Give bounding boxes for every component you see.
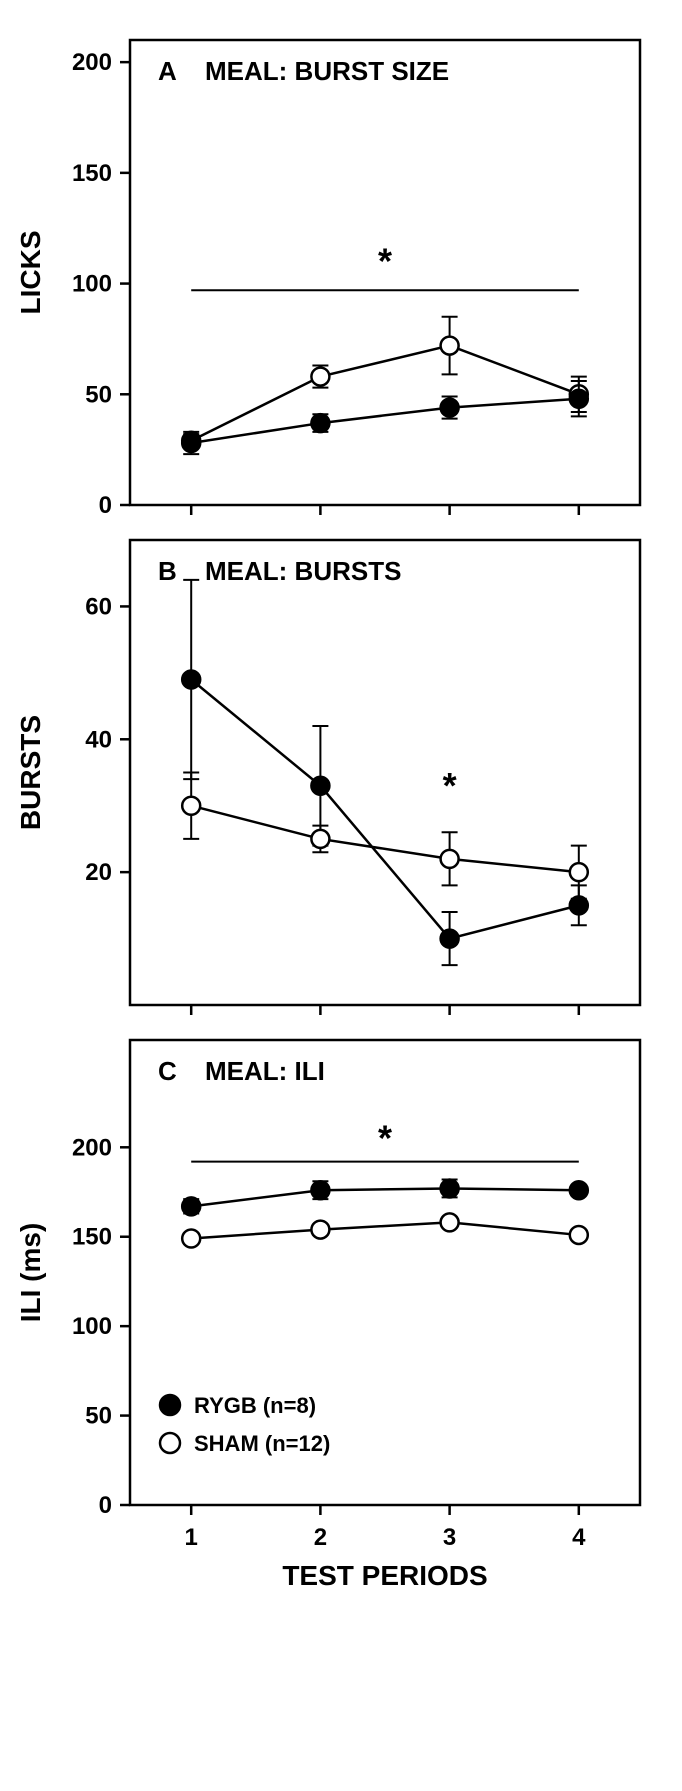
ytick-label: 0 xyxy=(99,492,112,519)
marker-RYGB xyxy=(570,390,588,408)
marker-RYGB xyxy=(441,1179,459,1197)
sig-star: * xyxy=(378,1117,392,1158)
ytick-label: 150 xyxy=(72,1224,112,1251)
ylabel: ILI (ms) xyxy=(15,1223,46,1323)
marker-SHAM xyxy=(182,797,200,815)
marker-SHAM xyxy=(441,850,459,868)
ytick-label: 20 xyxy=(85,859,112,886)
panel-letter: A xyxy=(158,56,177,86)
ytick-label: 50 xyxy=(85,1403,112,1430)
ylabel: LICKS xyxy=(15,231,46,315)
legend-label: SHAM (n=12) xyxy=(194,1431,330,1456)
xtick-label: 4 xyxy=(572,1524,586,1551)
series-line-SHAM xyxy=(191,346,579,441)
ytick-label: 100 xyxy=(72,1313,112,1340)
panel-title-text: MEAL: ILI xyxy=(205,1056,325,1086)
panel-letter: B xyxy=(158,556,177,586)
marker-RYGB xyxy=(441,399,459,417)
marker-RYGB xyxy=(441,930,459,948)
marker-SHAM xyxy=(182,1230,200,1248)
legend-marker xyxy=(160,1395,180,1415)
marker-SHAM xyxy=(311,368,329,386)
ytick-label: 0 xyxy=(99,1492,112,1519)
sig-star: * xyxy=(443,765,457,806)
marker-RYGB xyxy=(311,1181,329,1199)
ytick-label: 50 xyxy=(85,381,112,408)
xtick-label: 3 xyxy=(443,1524,456,1551)
marker-RYGB xyxy=(182,671,200,689)
marker-SHAM xyxy=(570,863,588,881)
figure-container: 050100150200AMEAL: BURST SIZE*LICKS20406… xyxy=(0,0,682,1791)
ytick-label: 60 xyxy=(85,593,112,620)
series-line-RYGB xyxy=(191,399,579,443)
marker-SHAM xyxy=(570,1226,588,1244)
panel-letter: C xyxy=(158,1056,177,1086)
ytick-label: 100 xyxy=(72,271,112,298)
legend-label: RYGB (n=8) xyxy=(194,1393,316,1418)
xtick-label: 2 xyxy=(314,1524,327,1551)
panel-C: 0 50 100 150 200 1 2 3 4 C MEAL: ILI * ILI (ms) xyxy=(15,1040,640,1551)
marker-RYGB xyxy=(182,1197,200,1215)
panel-B: 20 40 60 B MEAL: BURSTS * BURSTS xyxy=(15,540,640,1015)
legend-marker xyxy=(160,1433,180,1453)
marker-RYGB xyxy=(182,434,200,452)
marker-SHAM xyxy=(441,337,459,355)
marker-SHAM xyxy=(311,830,329,848)
panel-frame xyxy=(130,540,640,1005)
panel-title-text: MEAL: BURSTS xyxy=(205,556,401,586)
figure-svg: 050100150200AMEAL: BURST SIZE*LICKS20406… xyxy=(0,0,682,1791)
marker-RYGB xyxy=(311,414,329,432)
series-line-SHAM xyxy=(191,1222,579,1238)
series-line-RYGB xyxy=(191,680,579,939)
panel-title-text: MEAL: BURST SIZE xyxy=(205,56,449,86)
panel-A: 0 50 100 150 200 A MEAL: BURST SIZE * LICKS xyxy=(15,40,640,519)
series-line-RYGB xyxy=(191,1188,579,1206)
ytick-label: 200 xyxy=(72,49,112,76)
marker-SHAM xyxy=(311,1221,329,1239)
sig-star: * xyxy=(378,240,392,281)
xlabel: TEST PERIODS xyxy=(282,1560,487,1591)
ytick-label: 40 xyxy=(85,726,112,753)
marker-RYGB xyxy=(311,777,329,795)
xtick-label: 1 xyxy=(185,1524,198,1551)
marker-SHAM xyxy=(441,1213,459,1231)
ytick-label: 200 xyxy=(72,1134,112,1161)
marker-RYGB xyxy=(570,1181,588,1199)
ytick-label: 150 xyxy=(72,160,112,187)
ylabel: BURSTS xyxy=(15,715,46,830)
